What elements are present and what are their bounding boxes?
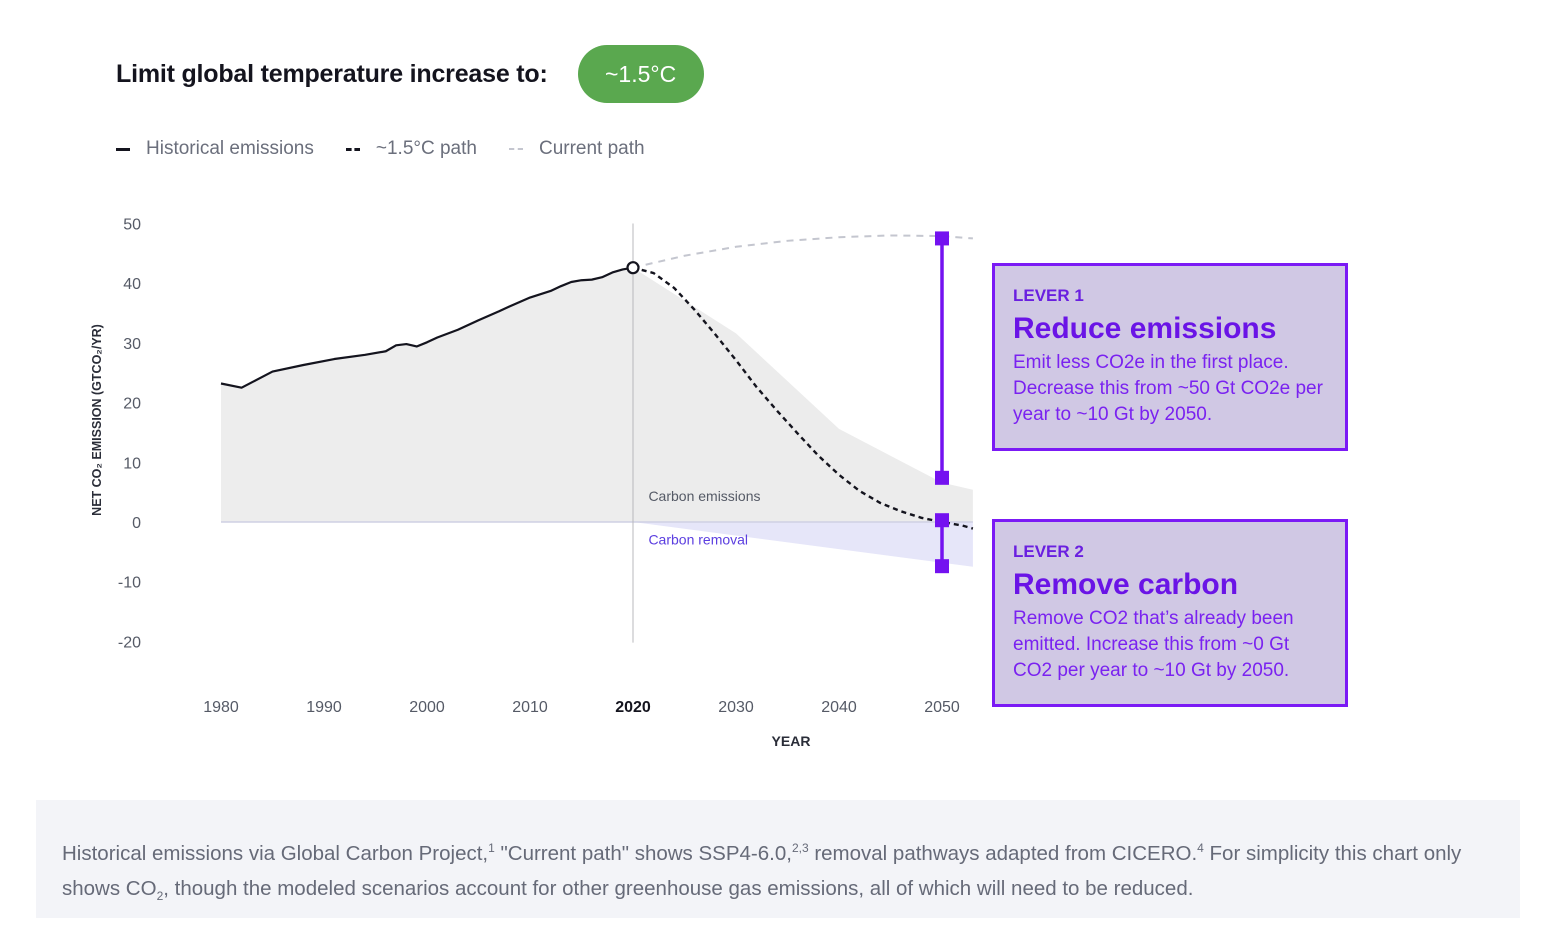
x-tick-label: 1990 bbox=[306, 699, 342, 716]
historical-area bbox=[221, 267, 633, 522]
footnote-text: For simplicity this chart only shows CO bbox=[62, 842, 1462, 900]
y-tick-label: 10 bbox=[123, 455, 141, 472]
legend-item-historical[interactable]: Historical emissions bbox=[116, 138, 314, 160]
legend-label: ~1.5°C path bbox=[375, 138, 477, 159]
temperature-target-button[interactable]: ~1.5°C bbox=[577, 45, 704, 103]
historical-emissions-line bbox=[220, 266, 634, 389]
lever-description: Remove CO2 that’s already been emitted. … bbox=[1013, 608, 1294, 681]
footnote-ref[interactable]: 4 bbox=[1197, 841, 1204, 856]
legend-swatch-dashed bbox=[345, 147, 360, 151]
lever-handle[interactable] bbox=[935, 559, 949, 574]
y-tick-label: 50 bbox=[123, 217, 141, 234]
carbon-removal-label: Carbon removal bbox=[648, 532, 748, 548]
y-tick-label: 30 bbox=[123, 336, 141, 353]
footnote-subscript: 2 bbox=[156, 889, 164, 904]
x-tick-label: 2010 bbox=[512, 699, 548, 716]
legend-label: Historical emissions bbox=[146, 138, 314, 159]
footnote-text: , though the modeled scenarios account f… bbox=[163, 877, 1194, 900]
path-1-5c-line bbox=[632, 266, 974, 530]
y-axis-label: NET CO₂ EMISSION (GTCO₂/YR) bbox=[90, 324, 104, 516]
y-tick-label: -10 bbox=[118, 575, 141, 592]
footnote-text: removal pathways adapted from CICERO. bbox=[808, 842, 1198, 865]
lever-title: Reduce emissions bbox=[1013, 312, 1277, 345]
x-tick-label: 2050 bbox=[924, 699, 960, 716]
x-axis-label: YEAR bbox=[772, 733, 811, 749]
footnote-ref[interactable]: 1 bbox=[488, 841, 495, 856]
lever-title: Remove carbon bbox=[1013, 568, 1239, 601]
lever-1-card: LEVER 1 Reduce emissions Emit less CO2e … bbox=[992, 263, 1348, 451]
chart-legend: Historical emissions ~1.5°C path Current… bbox=[116, 138, 677, 160]
x-tick-label: 2000 bbox=[409, 699, 445, 716]
legend-swatch-dashed-light bbox=[508, 148, 523, 150]
current-path-line bbox=[632, 234, 973, 269]
legend-label: Current path bbox=[538, 138, 645, 159]
footnote-text: "Current path" shows SSP4-6.0, bbox=[494, 842, 792, 865]
header: Limit global temperature increase to: ~1… bbox=[116, 44, 704, 104]
footnote-text: Historical emissions via Global Carbon P… bbox=[62, 842, 489, 865]
lever-2-card: LEVER 2 Remove carbon Remove CO2 that’s … bbox=[992, 519, 1348, 707]
present-point-marker[interactable] bbox=[626, 261, 640, 275]
legend-swatch-solid bbox=[116, 147, 130, 151]
lever-description: Emit less CO2e in the first place. Decre… bbox=[1013, 352, 1323, 425]
lever-handle[interactable] bbox=[935, 231, 949, 246]
page-title: Limit global temperature increase to: bbox=[116, 59, 548, 88]
x-tick-label: 2030 bbox=[718, 699, 754, 716]
carbon-removal-band bbox=[633, 522, 973, 567]
legend-item-current-path[interactable]: Current path bbox=[508, 138, 645, 160]
y-tick-label: 20 bbox=[123, 396, 141, 413]
lever-kicker: LEVER 1 bbox=[1013, 286, 1084, 305]
footnote-ref[interactable]: 2,3 bbox=[791, 841, 809, 856]
x-tick-label: 2020 bbox=[615, 699, 651, 716]
y-tick-label: 40 bbox=[123, 276, 141, 293]
x-tick-label: 1980 bbox=[203, 699, 239, 716]
legend-item-1-5-path[interactable]: ~1.5°C path bbox=[345, 138, 477, 160]
carbon-emissions-label: Carbon emissions bbox=[648, 488, 760, 504]
carbon-emissions-band bbox=[633, 267, 973, 522]
lever-handle[interactable] bbox=[935, 513, 949, 528]
chart-footnote: Historical emissions via Global Carbon P… bbox=[36, 800, 1520, 918]
x-tick-label: 2040 bbox=[821, 699, 857, 716]
lever-kicker: LEVER 2 bbox=[1013, 542, 1084, 561]
y-tick-label: 0 bbox=[132, 515, 141, 532]
y-tick-label: -20 bbox=[118, 634, 141, 651]
lever-handle[interactable] bbox=[935, 470, 949, 485]
